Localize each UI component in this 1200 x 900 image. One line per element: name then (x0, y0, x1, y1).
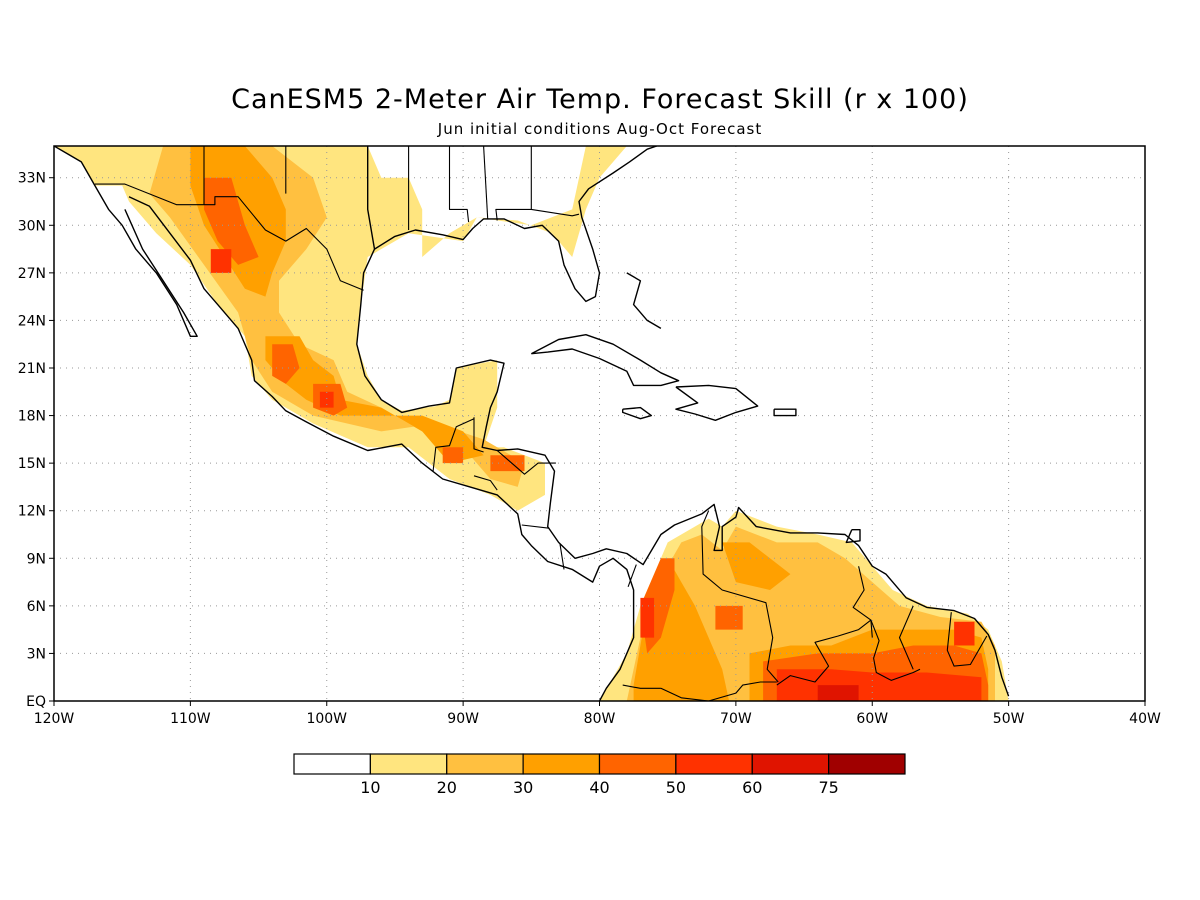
lon-tick-label: 40W (1129, 711, 1161, 727)
lon-tick-label: 110W (170, 711, 211, 727)
border-line (870, 619, 921, 681)
colorbar-swatch (675, 753, 753, 775)
lat-tick-label: 15N (18, 456, 46, 472)
border-line (496, 450, 556, 475)
coastline (128, 196, 635, 701)
political-borders (94, 146, 988, 701)
coastline (773, 408, 797, 417)
lon-tick-label: 50W (993, 711, 1025, 727)
colorbar-label: 30 (513, 778, 533, 797)
skill-region-level-4 (272, 344, 300, 384)
colorbar-label: 60 (742, 778, 762, 797)
skill-region-level-4 (490, 455, 525, 472)
border-line (627, 564, 637, 587)
skill-shading (54, 146, 1009, 701)
skill-region-level-4 (715, 605, 743, 630)
lon-tick-label: 70W (720, 711, 752, 727)
border-line (660, 681, 777, 701)
coastline (626, 272, 662, 330)
map-subtitle: Jun initial conditions Aug-Oct Forecast (437, 120, 763, 138)
border-line (852, 566, 873, 638)
border-line (559, 543, 565, 570)
colorbar-swatch (446, 753, 524, 775)
skill-region-level-4 (204, 177, 259, 265)
colorbar: 10 20 30 40 50 60 75 (293, 753, 906, 797)
coastline (374, 146, 658, 303)
skill-region-level-3 (722, 542, 791, 590)
colorbar-swatch (293, 753, 371, 775)
skill-region-level-3 (265, 336, 484, 464)
border-line (622, 684, 661, 689)
coastline (622, 406, 652, 420)
colorbar-swatch (828, 753, 906, 775)
coastline (845, 529, 861, 544)
skill-region-level-5 (319, 391, 334, 408)
lon-tick-label: 80W (584, 711, 616, 727)
coastline (675, 384, 759, 421)
colorbar-label: 40 (589, 778, 609, 797)
border-line (483, 146, 489, 219)
skill-region-level-5 (210, 249, 232, 273)
lat-tick-label: 12N (18, 504, 46, 520)
lon-tick-label: 120W (34, 711, 75, 727)
lon-tick-label: 90W (447, 711, 479, 727)
colorbar-swatch (598, 753, 677, 775)
lat-tick-label: 9N (27, 551, 46, 567)
coastline (356, 146, 1010, 697)
colorbar-label: 75 (818, 778, 838, 797)
border-line (94, 183, 364, 291)
lat-tick-label: 21N (18, 361, 46, 377)
coastline (530, 334, 680, 387)
skill-region-level-5 (640, 597, 655, 638)
lat-tick-label: EQ (26, 694, 46, 710)
skill-region-level-6 (817, 685, 859, 701)
skill-region-level-4 (442, 447, 464, 464)
colorbar-swatch (751, 753, 830, 775)
lon-tick-label: 60W (856, 711, 888, 727)
border-line (701, 510, 779, 683)
colorbar-swatch (522, 753, 601, 775)
coastlines (54, 146, 1010, 701)
lat-tick-label: 6N (27, 599, 46, 615)
graticule (54, 146, 1145, 701)
border-line (473, 475, 498, 491)
lat-tick-label: 3N (27, 646, 46, 662)
colorbar-label: 20 (437, 778, 457, 797)
colorbar-swatch (369, 753, 448, 775)
border-line (448, 146, 470, 223)
border-line (521, 524, 550, 529)
border-line (776, 619, 872, 686)
colorbar-label: 10 (360, 778, 380, 797)
lat-tick-label: 24N (18, 313, 46, 329)
lon-tick-label: 100W (306, 711, 347, 727)
lat-tick-label: 18N (18, 409, 46, 425)
coastline (54, 146, 198, 337)
border-line (473, 417, 484, 453)
border-line (531, 208, 580, 217)
axis-ticks: EQ 3N 6N 9N 12N 15N 18N 21N 24N 27N 30N 33N 120W 110W… (18, 171, 1161, 727)
border-line (898, 605, 914, 670)
border-line (495, 146, 532, 221)
skill-region-level-5 (954, 621, 975, 646)
skill-region-level-1 (54, 146, 627, 511)
lat-tick-label: 33N (18, 171, 46, 187)
map-title: CanESM5 2-Meter Air Temp. Forecast Skill… (231, 84, 969, 115)
border-line (946, 612, 988, 667)
border-line (432, 418, 475, 472)
lat-tick-label: 27N (18, 266, 46, 282)
lat-tick-label: 30N (18, 218, 46, 234)
colorbar-label: 50 (666, 778, 686, 797)
